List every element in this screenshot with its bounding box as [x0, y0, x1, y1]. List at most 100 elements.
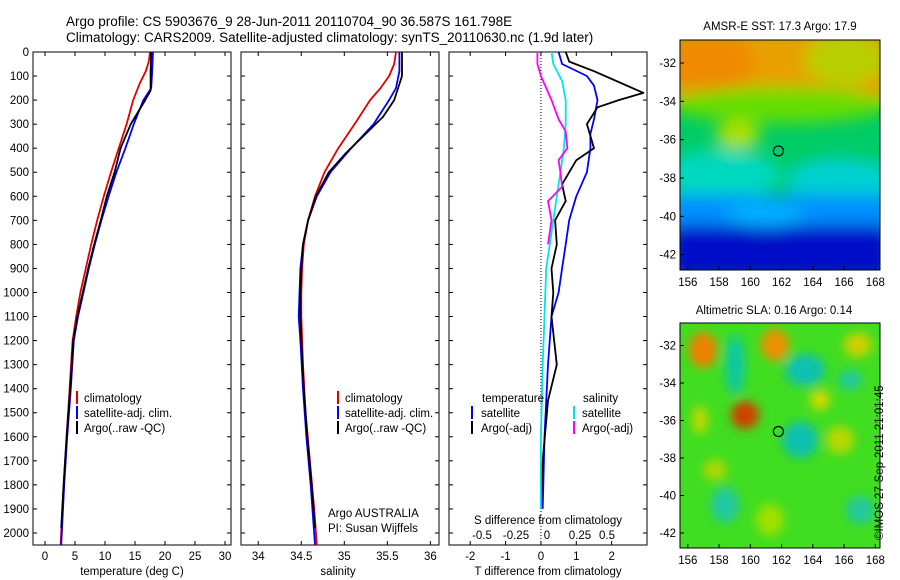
- lat-tick-label: -40: [659, 211, 676, 223]
- lat-tick-label: -32: [659, 341, 676, 353]
- depth-tick-label: 100: [10, 71, 29, 83]
- x-tick-label: 36: [424, 551, 437, 563]
- depth-tick-label: 800: [10, 239, 29, 251]
- legend-label-s-satellite: satellite: [582, 408, 621, 420]
- lat-tick-label: -42: [659, 528, 676, 540]
- temperature-xlabel: temperature (deg C): [80, 566, 184, 578]
- depth-tick-label: 200: [10, 95, 29, 107]
- legend-label-argo: Argo(..raw -QC): [345, 423, 426, 435]
- salinity-lines: [297, 52, 403, 545]
- depth-tick-label: 1700: [3, 456, 29, 468]
- series-line-argo-raw-qc--2: [60, 52, 153, 529]
- depth-tick-label: 1200: [3, 336, 29, 348]
- legend-label-t-satellite: satellite: [481, 408, 520, 420]
- difference-axes-frame: [448, 51, 648, 546]
- s-difference-tick-labels: -0.5 -0.25 0 0.25 0.5: [472, 530, 615, 542]
- temperature-legend: climatology satellite-adj. clim. Argo(..…: [76, 391, 172, 435]
- sst-field: [680, 40, 880, 270]
- sla-lon-ticks: 156 158 160 162 164 166 168: [678, 544, 885, 567]
- depth-tick-label: 400: [10, 143, 29, 155]
- x-tick-label: 34.5: [290, 551, 312, 563]
- depth-tick-label: 1800: [3, 480, 29, 492]
- lat-tick-label: -36: [659, 135, 676, 147]
- s-tick-label: -0.5: [472, 530, 492, 542]
- difference-panel: -2 -1 0 1 2 S difference from climatology -0…: [448, 51, 648, 578]
- t-difference-label: T difference from climatology: [474, 566, 621, 578]
- sst-map-panel: AMSR-E SST: 17.3 Argo: 17.9 156 158 160 162…: [659, 21, 885, 289]
- lon-tick-label: 164: [803, 277, 823, 289]
- lon-tick-label: 160: [741, 555, 760, 567]
- depth-tick-label: 700: [10, 215, 29, 227]
- depth-tick-label: 1600: [3, 432, 29, 444]
- argo-australia-label: Argo AUSTRALIA: [328, 508, 419, 520]
- x-tick-label: 25: [189, 551, 202, 563]
- s-tick-label: 0.25: [569, 530, 591, 542]
- depth-tick-label: 600: [10, 191, 29, 203]
- x-tick-label: 2: [608, 551, 614, 563]
- x-tick-label: 34: [252, 551, 265, 563]
- x-tick-label: 0: [538, 551, 544, 563]
- difference-lines: [536, 52, 645, 509]
- lon-tick-label: 166: [834, 277, 853, 289]
- salinity-ticks: 34 34.5 35 35.5 36: [252, 52, 437, 563]
- lat-tick-label: -36: [659, 416, 676, 428]
- title-line-1: Argo profile: CS 5903676_9 28-Jun-2011 2…: [66, 14, 512, 29]
- depth-tick-label: 0: [23, 47, 29, 59]
- lon-tick-label: 164: [803, 555, 823, 567]
- lon-tick-label: 168: [866, 555, 885, 567]
- lat-tick-label: -34: [659, 378, 676, 390]
- x-tick-label: 10: [99, 551, 112, 563]
- legend-label-argo: Argo(..raw -QC): [84, 423, 165, 435]
- legend-label-satellite: satellite-adj. clim.: [84, 408, 172, 420]
- legend-label-t-argo: Argo(-adj): [481, 423, 532, 435]
- argo-position-marker: [772, 145, 785, 157]
- s-tick-label: 0: [544, 530, 550, 542]
- series-line-satellite-2: [540, 52, 567, 509]
- depth-tick-label: 1900: [3, 504, 29, 516]
- x-tick-label: 0: [42, 551, 48, 563]
- lat-tick-label: -38: [659, 453, 676, 465]
- x-tick-label: 1: [573, 551, 579, 563]
- x-tick-label: 20: [159, 551, 172, 563]
- lon-tick-label: 158: [709, 277, 728, 289]
- sla-field: [680, 323, 880, 548]
- salinity-legend: climatology satellite-adj. clim. Argo(..…: [337, 391, 433, 435]
- temperature-axes-frame: [32, 51, 232, 546]
- x-tick-label: 15: [129, 551, 142, 563]
- sla-lat-ticks: -32 -34 -36 -38 -40 -42: [659, 341, 684, 540]
- s-tick-label: -0.25: [503, 530, 529, 542]
- lat-tick-label: -40: [659, 491, 676, 503]
- sst-map-title: AMSR-E SST: 17.3 Argo: 17.9: [703, 21, 856, 33]
- lon-tick-label: 168: [866, 277, 885, 289]
- imos-timestamp: ©IMOS 27-Sep-2011 21:01:45: [874, 385, 886, 540]
- depth-tick-label: 1300: [3, 360, 29, 372]
- depth-ticks: 0 100 200 300 400 500 600 700 800 900 1000 1100 1200…: [3, 47, 231, 540]
- argo-position-marker: [772, 425, 785, 438]
- temperature-lines: [59, 52, 154, 545]
- pi-label: PI: Susan Wijffels: [328, 523, 418, 535]
- depth-tick-label: 1000: [3, 287, 29, 299]
- lat-tick-label: -38: [659, 173, 676, 185]
- salinity-axes-frame: [240, 51, 440, 546]
- s-difference-label: S difference from climatology: [474, 515, 622, 527]
- salinity-panel: 34 34.5 35 35.5 36 salinity climatology sate…: [240, 51, 440, 578]
- sst-lon-ticks: 156 158 160 162 164 166 168: [678, 266, 885, 289]
- lat-tick-label: -32: [659, 58, 676, 70]
- x-tick-label: 30: [219, 551, 232, 563]
- difference-legend: temperature satellite Argo(-adj) salinit…: [471, 393, 633, 435]
- legend-label-satellite: satellite-adj. clim.: [345, 408, 433, 420]
- depth-tick-label: 1100: [4, 312, 29, 324]
- depth-tick-label: 1500: [3, 408, 29, 420]
- x-tick-label: 35.5: [376, 551, 398, 563]
- legend-label-s-argo: Argo(-adj): [582, 423, 633, 435]
- difference-depth-ticks: [449, 51, 647, 534]
- legend-salinity-title: salinity: [583, 393, 618, 405]
- salinity-depth-ticks: [241, 51, 439, 534]
- sst-map-frame: [679, 39, 881, 271]
- depth-tick-label: 500: [10, 167, 29, 179]
- depth-tick-label: 900: [10, 263, 29, 275]
- temperature-ticks: 0 5 10 15 20 25 30: [42, 52, 232, 563]
- lon-tick-label: 162: [772, 555, 791, 567]
- series-line-satellite-0: [541, 52, 599, 509]
